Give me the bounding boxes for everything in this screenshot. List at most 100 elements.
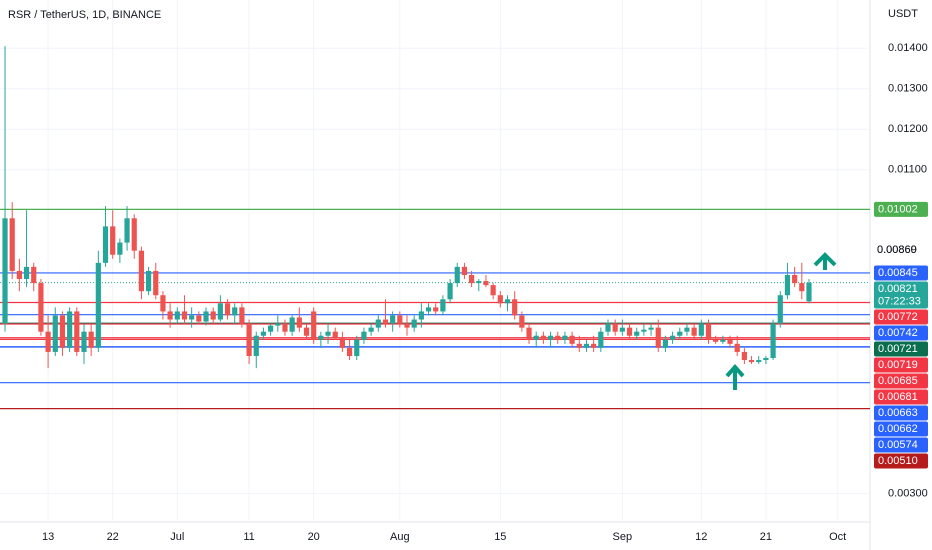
candle-body [95, 262, 101, 348]
candle-body [741, 351, 747, 361]
candle-body [612, 323, 618, 332]
candle-body [677, 331, 683, 336]
candle-body [648, 327, 654, 330]
candle-body [641, 329, 647, 332]
candle-body [655, 327, 661, 348]
candle-body [626, 327, 633, 336]
candle-body [461, 266, 468, 275]
x-tick-label: Aug [390, 531, 410, 543]
candle-body [547, 335, 554, 340]
price-label: 0.00663 [878, 407, 918, 419]
price-label-box [874, 437, 928, 453]
price-label: 0.00742 [878, 327, 918, 339]
candle-body [117, 242, 123, 255]
y-tick-label: 0.01100 [888, 164, 927, 176]
candle-body [260, 331, 267, 336]
candle-body [311, 311, 317, 340]
candle-body [346, 347, 353, 356]
candle-body [504, 299, 511, 304]
candle-body [770, 323, 776, 359]
candle-body [691, 327, 697, 336]
price-label: 0.00821 [878, 283, 918, 295]
candle-body [210, 311, 216, 320]
candle-body [777, 295, 783, 324]
candle-body [52, 315, 58, 352]
x-tick-label: 12 [695, 531, 707, 543]
candle-body [153, 270, 159, 296]
candle-body [253, 335, 259, 356]
candle-body [591, 343, 597, 348]
overlay-price-label: 0.00860 [877, 244, 917, 256]
candle-body [418, 311, 424, 320]
candle-body [224, 303, 231, 316]
candle-body [217, 303, 223, 320]
price-label-box [874, 421, 928, 437]
candle-body [440, 299, 446, 312]
candles [2, 46, 812, 369]
price-label-box [874, 453, 928, 469]
countdown-label: 07:22:33 [878, 295, 921, 307]
candle-body [268, 325, 274, 332]
y-tick-label: 0.00300 [888, 488, 928, 500]
x-tick-label: 22 [107, 531, 119, 543]
candle-body [727, 339, 733, 344]
price-label-box [874, 405, 928, 421]
candle-body [662, 339, 669, 348]
candle-body [433, 307, 439, 312]
price-label: 0.00772 [878, 311, 918, 323]
price-label: 0.00681 [878, 391, 918, 403]
candle-body [404, 323, 410, 328]
levels [0, 208, 870, 410]
x-tick-label: Oct [829, 531, 846, 543]
candle-body [598, 331, 604, 348]
price-label-box [874, 389, 928, 405]
x-tick-label: 11 [243, 531, 254, 543]
candle-body [669, 335, 676, 340]
price-label-box [874, 325, 928, 341]
candle-body [318, 335, 324, 340]
x-tick-label: Jul [170, 531, 184, 543]
candle-body [181, 311, 188, 320]
candle-body [59, 315, 66, 348]
candle-body [540, 335, 546, 340]
candle-body [239, 307, 245, 324]
candle-body [375, 319, 381, 328]
candle-body [332, 331, 338, 338]
price-label-box [874, 341, 928, 357]
candle-body [583, 343, 590, 348]
candle-body [275, 323, 281, 326]
candle-body [145, 270, 152, 292]
candle-body [555, 335, 561, 340]
candle-body [74, 311, 80, 352]
candle-body [411, 319, 417, 328]
candle-body [497, 295, 503, 304]
y-tick-label: 0.01400 [888, 42, 928, 54]
candle-body [160, 295, 166, 312]
candle-body [81, 331, 87, 352]
candle-body [533, 335, 539, 340]
candle-body [88, 331, 94, 348]
candle-body [2, 218, 8, 324]
candle-body [339, 337, 346, 348]
candle-body [397, 315, 403, 324]
price-label: 0.00574 [878, 439, 918, 451]
price-label: 0.00685 [878, 375, 918, 387]
candle-body [368, 327, 374, 332]
candle-body [23, 266, 30, 280]
candle-body [806, 282, 812, 302]
price-label: 0.01002 [878, 203, 918, 215]
candle-body [619, 327, 625, 332]
candle-body [490, 285, 496, 296]
x-tick-label: 20 [308, 531, 320, 543]
axis: 0.01400 0.01300 0.01200 0.01100 0.00300 13 22 J… [42, 42, 928, 543]
candle-body [9, 218, 15, 271]
candle-body [705, 323, 712, 340]
price-label-box [874, 357, 928, 373]
price-label: 0.00662 [878, 423, 918, 435]
price-label-box [874, 281, 928, 309]
x-tick-label: 21 [760, 531, 772, 543]
candle-body [605, 323, 611, 332]
grid [0, 0, 870, 520]
candle-body [131, 218, 137, 251]
